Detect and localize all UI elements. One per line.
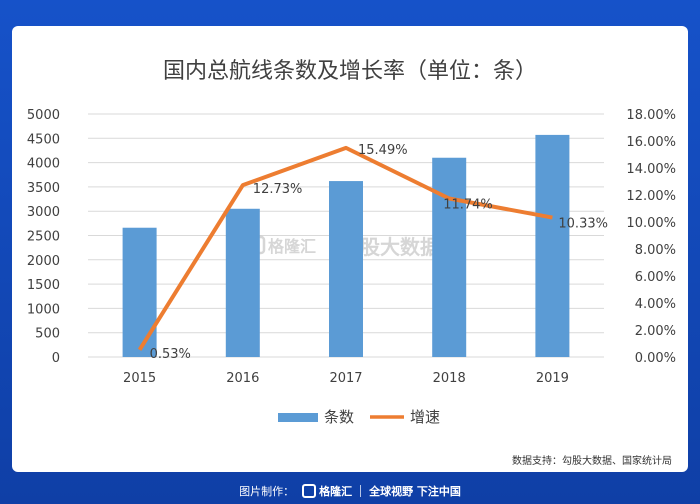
legend-bar-swatch xyxy=(278,413,318,422)
chart: 国内总航线条数及增长率（单位：条） 0 500 1000 1500 2000 2500 30… xyxy=(27,59,676,467)
legend-bar-label: 条数 xyxy=(324,408,354,426)
left-tick-label: 2000 xyxy=(27,254,60,269)
right-tick-label: 12.00% xyxy=(626,189,676,204)
footer-label: 图片制作： xyxy=(239,485,295,498)
footer-slogan: 全球视野 下注中国 xyxy=(369,485,461,498)
left-tick-label: 2500 xyxy=(27,230,60,245)
right-tick-label: 0.00% xyxy=(635,351,676,366)
bar xyxy=(535,134,570,357)
footer-brand: 格隆汇 xyxy=(319,485,353,498)
right-tick-label: 8.00% xyxy=(635,243,676,258)
left-tick-label: 1500 xyxy=(27,278,60,293)
footer: 图片制作： 格隆汇 全球视野 下注中国 xyxy=(0,478,700,504)
x-tick-label: 2017 xyxy=(329,371,362,386)
bar-series xyxy=(122,134,570,357)
bar xyxy=(329,181,363,357)
x-tick-label: 2018 xyxy=(433,371,466,386)
left-axis-ticks: 0 500 1000 1500 2000 2500 3000 3500 4000 4500 5000 xyxy=(27,108,60,366)
line-data-label: 11.74% xyxy=(443,198,493,213)
source-note: 数据支持：勾股大数据、国家统计局 xyxy=(512,454,672,467)
bar xyxy=(225,208,260,357)
right-tick-label: 6.00% xyxy=(635,270,676,285)
chart-card: 国内总航线条数及增长率（单位：条） 0 500 1000 1500 2000 2500 30… xyxy=(12,26,688,472)
left-tick-label: 0 xyxy=(52,351,60,366)
right-tick-label: 16.00% xyxy=(626,135,676,150)
left-tick-label: 3500 xyxy=(27,181,60,196)
bar xyxy=(122,227,157,357)
line-data-labels: 0.53% 12.73% 15.49% 11.74% 10.33% xyxy=(150,143,608,362)
growth-line xyxy=(137,145,553,351)
left-tick-label: 1000 xyxy=(27,302,60,317)
chart-title: 国内总航线条数及增长率（单位：条） xyxy=(163,59,537,84)
left-tick-label: 4500 xyxy=(27,132,60,147)
right-tick-label: 4.00% xyxy=(635,297,676,312)
line-data-label: 12.73% xyxy=(253,182,303,197)
right-axis-ticks: 0.00% 2.00% 4.00% 6.00% 8.00% 10.00% 12.00% 14.… xyxy=(626,108,676,366)
x-tick-label: 2019 xyxy=(536,371,569,386)
right-tick-label: 18.00% xyxy=(626,108,676,123)
left-tick-label: 4000 xyxy=(27,157,60,172)
legend: 条数 增速 xyxy=(278,408,440,426)
footer-logo: 格隆汇 xyxy=(302,483,352,499)
brand-logo-icon xyxy=(302,484,317,498)
legend-line-label: 增速 xyxy=(410,408,440,426)
x-axis-ticks: 2015 2016 2017 2018 2019 xyxy=(123,371,569,386)
line-data-label: 0.53% xyxy=(150,347,191,362)
line-series xyxy=(137,145,553,351)
line-data-label: 15.49% xyxy=(358,143,408,158)
x-tick-label: 2015 xyxy=(123,371,156,386)
watermark-brand: 格隆汇 xyxy=(268,237,316,256)
left-tick-label: 5000 xyxy=(27,108,60,123)
footer-divider xyxy=(360,485,362,497)
left-tick-label: 3000 xyxy=(27,205,60,220)
right-tick-label: 14.00% xyxy=(626,162,676,177)
right-tick-label: 2.00% xyxy=(635,324,676,339)
left-tick-label: 500 xyxy=(35,327,60,342)
right-tick-label: 10.00% xyxy=(626,216,676,231)
line-data-label: 10.33% xyxy=(558,217,608,232)
bar xyxy=(432,157,467,357)
x-tick-label: 2016 xyxy=(226,371,259,386)
